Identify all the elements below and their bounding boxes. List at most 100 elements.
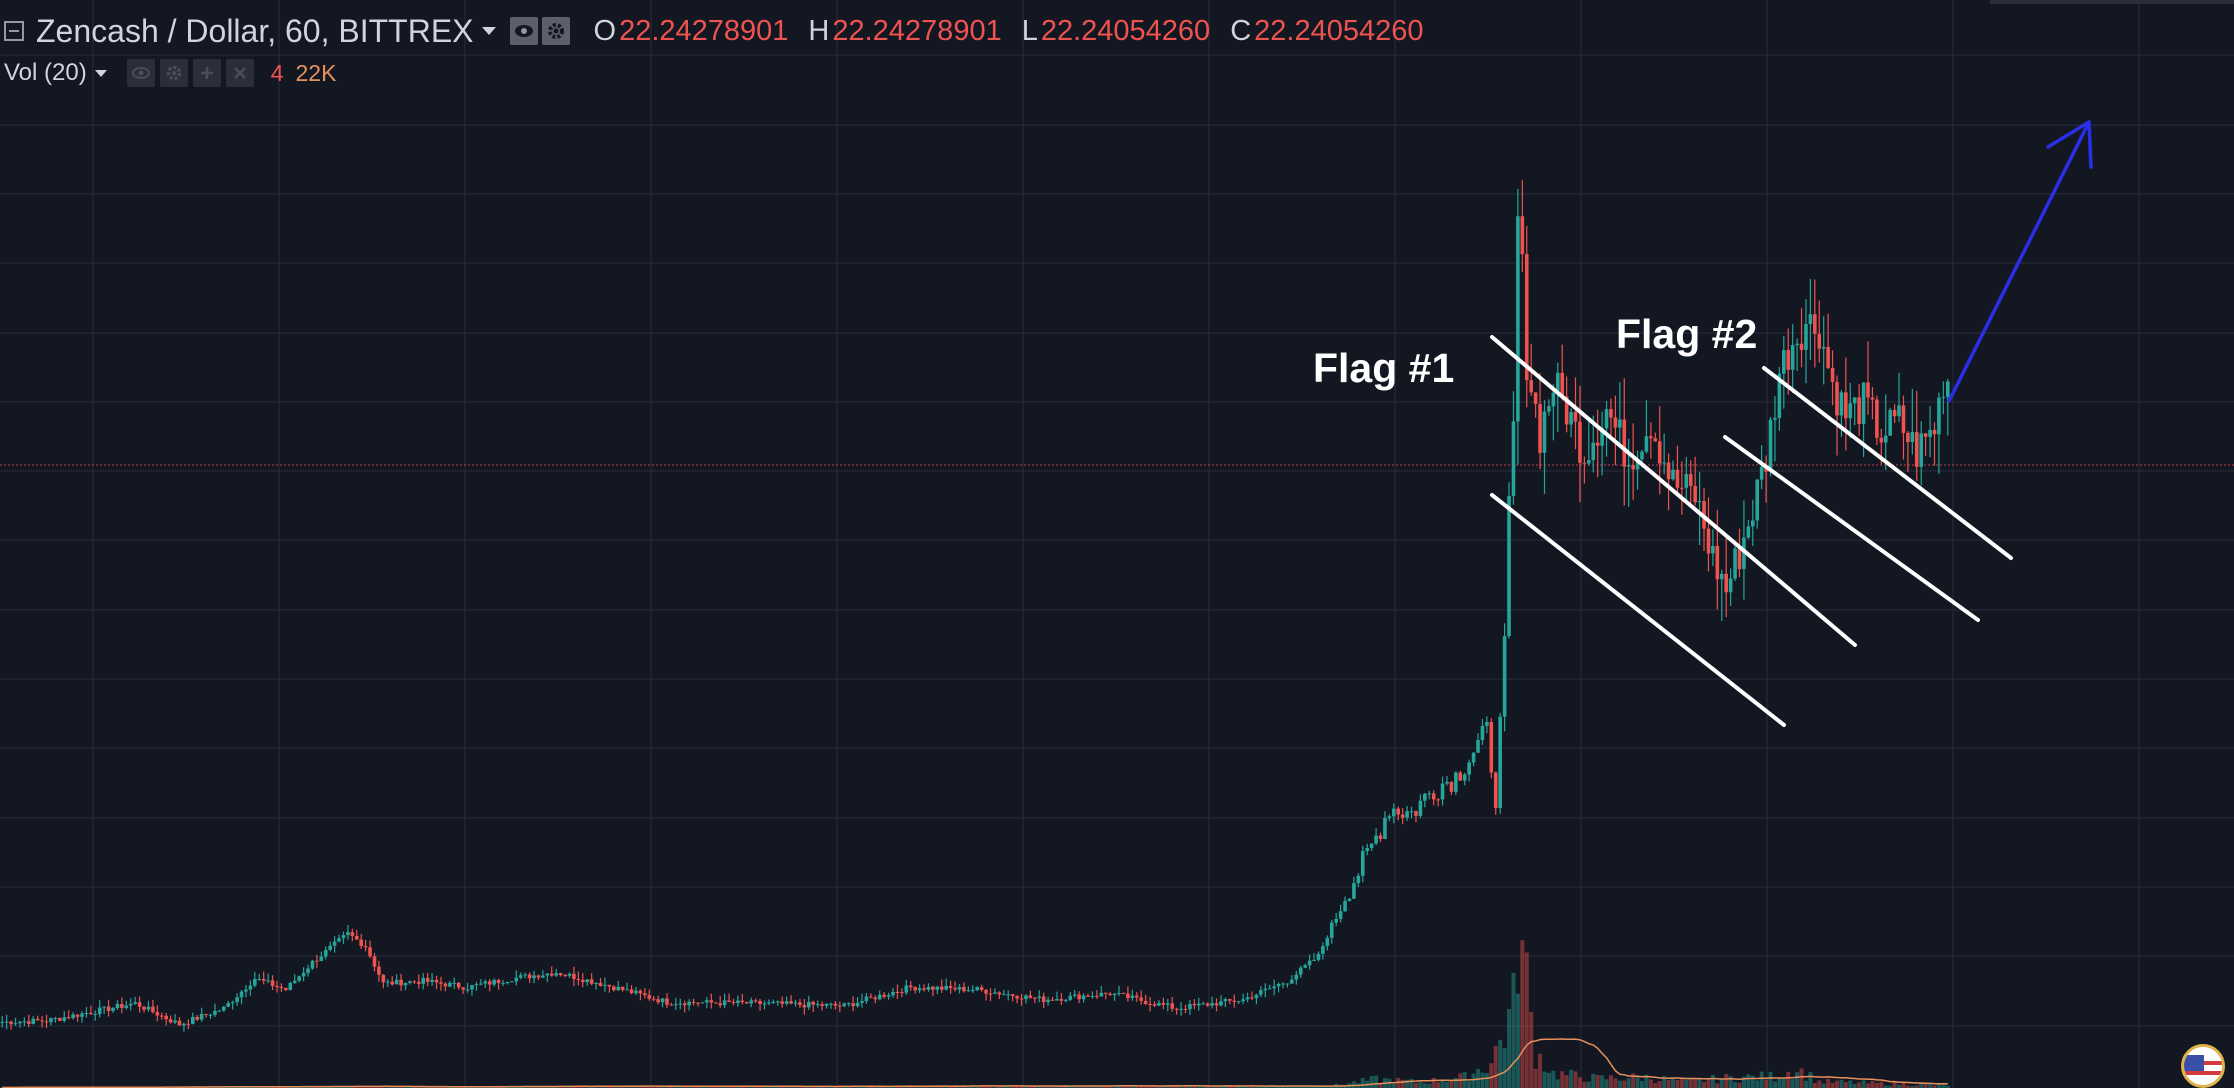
candle-body[interactable] bbox=[771, 1002, 776, 1004]
symbol-title[interactable]: Zencash / Dollar, 60, BITTREX bbox=[36, 12, 474, 49]
candle-body[interactable] bbox=[970, 990, 975, 992]
candle-body[interactable] bbox=[585, 979, 590, 983]
candle-body[interactable] bbox=[997, 992, 1002, 995]
flag-1-annotation[interactable]: Flag #1 bbox=[1313, 345, 1455, 391]
candle-body[interactable] bbox=[1028, 995, 1033, 998]
candle-body[interactable] bbox=[1374, 835, 1378, 844]
candle-body[interactable] bbox=[1112, 993, 1117, 996]
candle-body[interactable] bbox=[882, 994, 886, 997]
candle-body[interactable] bbox=[1059, 999, 1064, 1001]
candle-body[interactable] bbox=[749, 1000, 753, 1004]
candle-body[interactable] bbox=[1352, 883, 1356, 899]
candle-body[interactable] bbox=[1228, 999, 1232, 1001]
candle-body[interactable] bbox=[106, 1006, 111, 1011]
candle-body[interactable] bbox=[190, 1016, 195, 1024]
candle-body[interactable] bbox=[678, 1003, 683, 1005]
candle-body[interactable] bbox=[1786, 350, 1791, 370]
candle-body[interactable] bbox=[1462, 774, 1467, 781]
candle-body[interactable] bbox=[1188, 1003, 1192, 1010]
candle-body[interactable] bbox=[1458, 772, 1463, 781]
candle-body[interactable] bbox=[84, 1013, 89, 1015]
candle-body[interactable] bbox=[1024, 995, 1028, 1000]
candle-body[interactable] bbox=[1117, 992, 1121, 994]
candle-body[interactable] bbox=[705, 1000, 709, 1003]
candle-body[interactable] bbox=[1489, 722, 1494, 773]
candle-body[interactable] bbox=[350, 932, 355, 936]
candle-body[interactable] bbox=[718, 1003, 722, 1006]
candle-body[interactable] bbox=[638, 990, 643, 994]
candle-body[interactable] bbox=[709, 1000, 714, 1003]
candle-body[interactable] bbox=[1378, 835, 1383, 840]
candle-body[interactable] bbox=[1622, 419, 1627, 467]
candle-body[interactable] bbox=[1219, 1001, 1223, 1006]
candle-body[interactable] bbox=[53, 1018, 58, 1020]
candle-body[interactable] bbox=[359, 939, 363, 946]
candle-body[interactable] bbox=[0, 1022, 5, 1024]
candle-body[interactable] bbox=[1405, 811, 1409, 818]
candle-body[interactable] bbox=[1259, 990, 1263, 995]
candle-body[interactable] bbox=[1493, 772, 1498, 809]
candle-body[interactable] bbox=[1888, 409, 1892, 436]
candle-body[interactable] bbox=[142, 1006, 146, 1010]
candle-body[interactable] bbox=[1152, 1004, 1157, 1006]
candle-body[interactable] bbox=[394, 979, 399, 985]
candle-body[interactable] bbox=[1542, 411, 1547, 453]
candle-body[interactable] bbox=[1387, 816, 1392, 818]
candle-body[interactable] bbox=[1644, 436, 1649, 452]
candle-body[interactable] bbox=[1524, 254, 1529, 381]
candle-body[interactable] bbox=[1932, 429, 1937, 435]
candle-body[interactable] bbox=[917, 988, 922, 991]
candle-body[interactable] bbox=[1560, 372, 1565, 397]
candle-body[interactable] bbox=[1529, 380, 1533, 393]
candle-body[interactable] bbox=[1431, 793, 1436, 800]
candle-body[interactable] bbox=[1711, 545, 1715, 554]
candle-body[interactable] bbox=[1143, 1000, 1148, 1004]
candle-body[interactable] bbox=[1365, 848, 1370, 852]
candle-body[interactable] bbox=[1901, 405, 1906, 433]
candle-body[interactable] bbox=[80, 1013, 84, 1017]
candle-body[interactable] bbox=[1848, 403, 1853, 419]
candle-body[interactable] bbox=[873, 997, 878, 1000]
candle-body[interactable] bbox=[793, 1002, 798, 1004]
candle-body[interactable] bbox=[417, 981, 421, 984]
candle-body[interactable] bbox=[1861, 382, 1866, 424]
candle-body[interactable] bbox=[470, 985, 474, 990]
candle-body[interactable] bbox=[1445, 781, 1449, 784]
candle-body[interactable] bbox=[18, 1021, 22, 1024]
candle-body[interactable] bbox=[1573, 411, 1578, 422]
close-icon[interactable] bbox=[225, 59, 254, 87]
candle-body[interactable] bbox=[1595, 442, 1600, 446]
candle-body[interactable] bbox=[1081, 995, 1086, 1000]
candle-body[interactable] bbox=[913, 987, 917, 991]
candle-body[interactable] bbox=[1750, 520, 1755, 527]
candle-body[interactable] bbox=[310, 960, 315, 969]
candle-body[interactable] bbox=[257, 978, 262, 980]
candle-body[interactable] bbox=[1396, 808, 1401, 815]
candle-body[interactable] bbox=[44, 1021, 49, 1023]
candle-body[interactable] bbox=[430, 979, 434, 982]
candle-body[interactable] bbox=[855, 1002, 860, 1007]
breakout-arrow[interactable] bbox=[1947, 120, 2091, 403]
candle-body[interactable] bbox=[948, 985, 953, 989]
candle-body[interactable] bbox=[1232, 1000, 1237, 1002]
candle-body[interactable] bbox=[1485, 722, 1489, 726]
candle-body[interactable] bbox=[1245, 997, 1250, 1000]
symbol-dropdown-icon[interactable] bbox=[481, 27, 496, 35]
candle-body[interactable] bbox=[607, 984, 612, 987]
candle-body[interactable] bbox=[199, 1014, 204, 1020]
candle-body[interactable] bbox=[643, 993, 647, 996]
candle-body[interactable] bbox=[159, 1015, 164, 1017]
candle-body[interactable] bbox=[182, 1023, 186, 1026]
candle-body[interactable] bbox=[953, 988, 957, 990]
candle-body[interactable] bbox=[829, 1003, 833, 1005]
candle-body[interactable] bbox=[1945, 381, 1950, 397]
candle-body[interactable] bbox=[208, 1014, 213, 1016]
candle-body[interactable] bbox=[128, 1003, 133, 1006]
candle-body[interactable] bbox=[168, 1019, 173, 1023]
candle-body[interactable] bbox=[13, 1023, 18, 1025]
flag-1-lower-trendline[interactable] bbox=[1490, 493, 1786, 727]
candle-body[interactable] bbox=[807, 1001, 811, 1008]
candle-body[interactable] bbox=[439, 982, 443, 984]
candle-body[interactable] bbox=[75, 1014, 80, 1017]
candle-body[interactable] bbox=[1108, 993, 1112, 996]
